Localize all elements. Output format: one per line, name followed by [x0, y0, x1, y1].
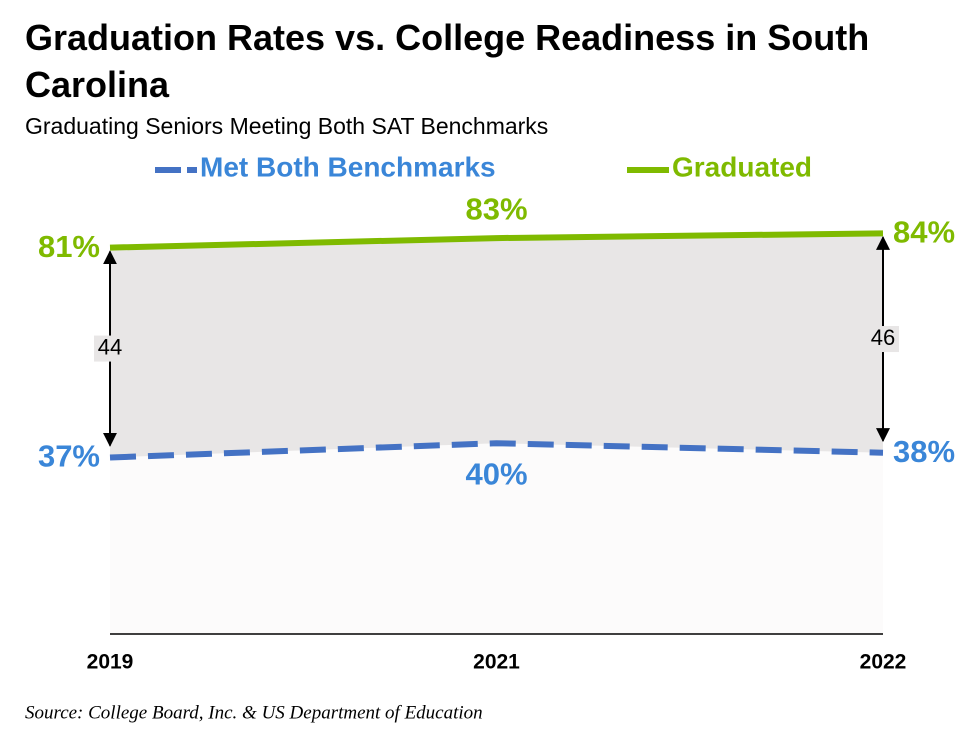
gap-label: 44	[98, 334, 122, 359]
legend-label: Met Both Benchmarks	[200, 151, 496, 182]
chart-title: Graduation Rates vs. College Readiness i…	[25, 17, 870, 105]
value-label: 40%	[465, 456, 527, 491]
source: Source: College Board, Inc. & US Departm…	[25, 702, 483, 723]
value-label: 83%	[465, 191, 527, 226]
below-area	[110, 443, 883, 634]
gap-label-bg	[94, 335, 126, 362]
gap-label: 46	[871, 325, 895, 350]
gap-area	[110, 233, 883, 458]
gap-label-bg	[867, 326, 899, 353]
chart-subtitle: Graduating Seniors Meeting Both SAT Benc…	[25, 113, 548, 139]
value-label: 37%	[38, 439, 100, 474]
series-line	[109, 440, 884, 461]
x-tick-label: 2022	[860, 651, 907, 674]
value-label: 84%	[893, 215, 955, 250]
series-line	[109, 230, 884, 251]
value-label: 38%	[893, 434, 955, 469]
legend-label: Graduated	[672, 151, 812, 182]
x-tick-label: 2021	[473, 651, 520, 674]
x-tick-label: 2019	[87, 651, 134, 674]
value-label: 81%	[38, 229, 100, 264]
